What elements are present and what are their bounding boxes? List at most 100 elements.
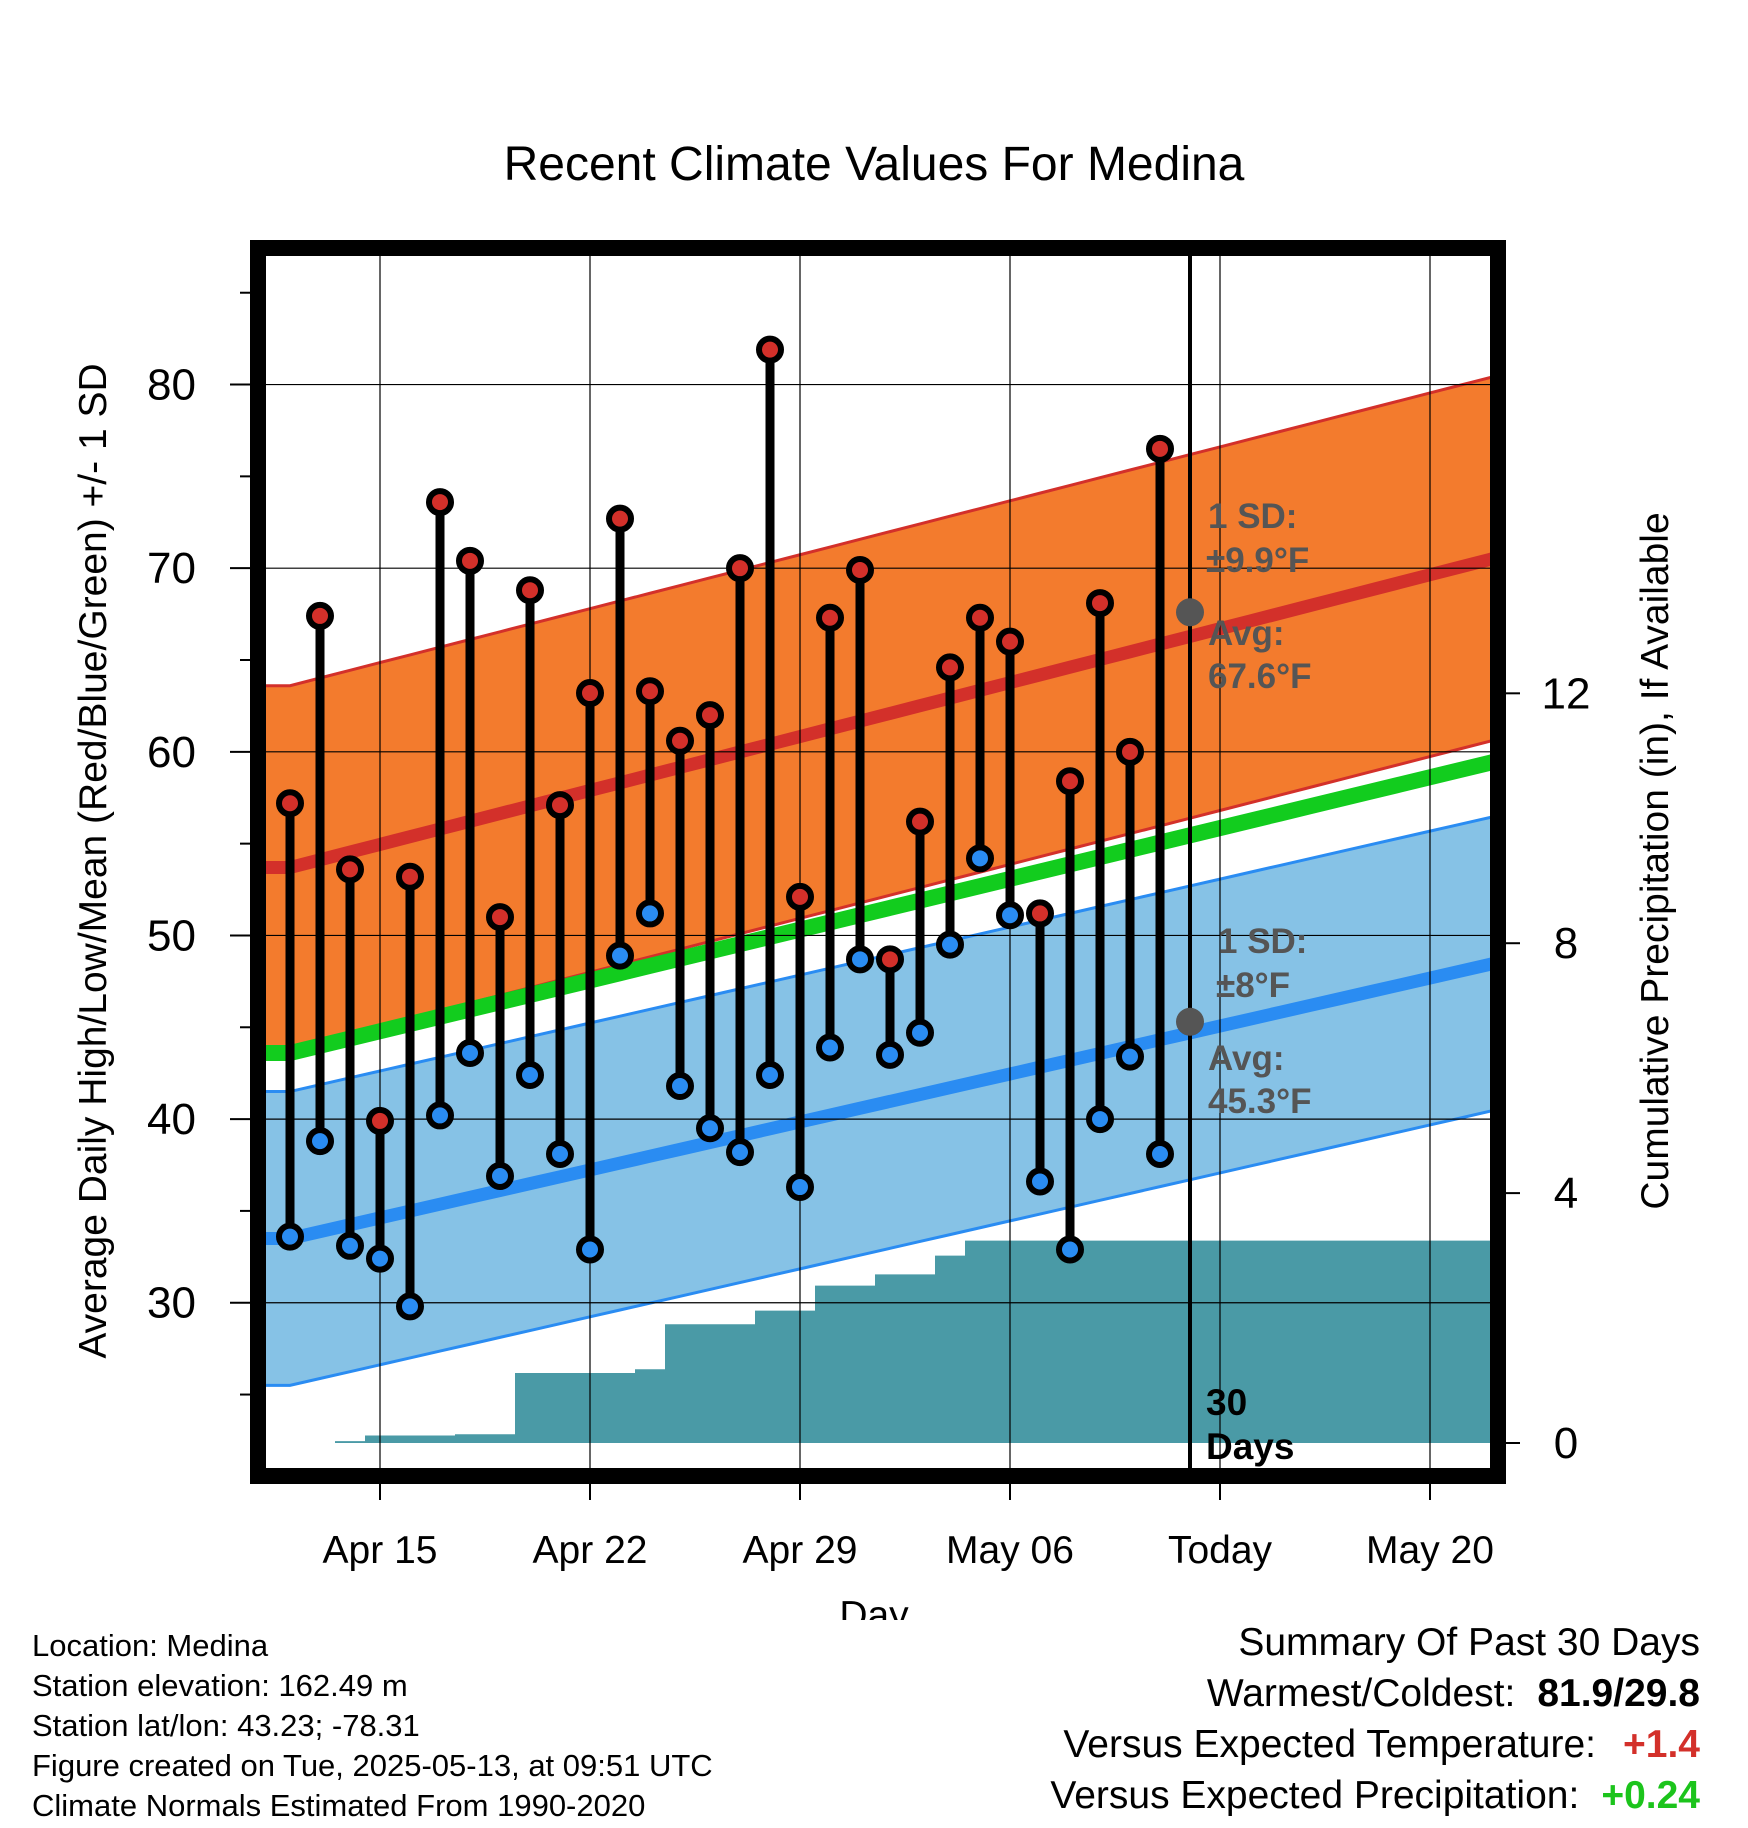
daily-high-point	[426, 488, 454, 517]
summary-temperature: Versus Expected Temperature: +1.4	[1050, 1719, 1700, 1770]
daily-high-point	[366, 1106, 394, 1135]
daily-low-point	[396, 1292, 424, 1321]
high-sd-label: 1 SD:	[1208, 497, 1297, 536]
daily-low-point	[276, 1222, 304, 1251]
daily-high-point	[966, 603, 994, 632]
low-avg-today-point	[1176, 1007, 1204, 1036]
temp-anomaly-value: +1.4	[1623, 1723, 1700, 1766]
low-avg-label: Avg:	[1208, 1039, 1284, 1078]
warmest-coldest-label: Warmest/Coldest:	[1206, 1672, 1516, 1715]
temp-anomaly-label: Versus Expected Temperature:	[1063, 1723, 1596, 1766]
high-avg-label: Avg:	[1208, 614, 1284, 653]
y-tick-label: 60	[147, 728, 196, 777]
daily-low-point	[756, 1061, 784, 1090]
normals-text: Climate Normals Estimated From 1990-2020	[32, 1788, 646, 1823]
daily-low-point	[1116, 1042, 1144, 1071]
y-tick-label: 80	[147, 361, 196, 410]
daily-low-point	[1056, 1235, 1084, 1264]
latlon-text: Station lat/lon: 43.23; -78.31	[32, 1708, 420, 1743]
chart-title: Recent Climate Values For Medina	[504, 138, 1245, 191]
x-tick-label: Apr 22	[533, 1529, 648, 1572]
daily-high-point	[756, 335, 784, 364]
daily-high-point	[486, 903, 514, 932]
daily-low-point	[336, 1231, 364, 1260]
high-avg-today-point	[1176, 598, 1204, 627]
x-tick-label: Apr 15	[323, 1529, 438, 1572]
station-info: Location: Medina Station elevation: 162.…	[32, 1626, 713, 1826]
x-tick-label: Apr 29	[743, 1529, 858, 1572]
daily-low-point	[696, 1114, 724, 1143]
y-tick-label: 70	[147, 544, 196, 593]
climate-chart: Recent Climate Values For Medina 30 40 50 6…	[72, 138, 1677, 1620]
daily-high-point	[996, 627, 1024, 656]
low-sd-lower-line	[266, 1102, 1490, 1387]
daily-low-point	[936, 930, 964, 959]
daily-high-point	[516, 576, 544, 605]
daily-low-point	[576, 1235, 604, 1264]
daily-low-point	[1026, 1167, 1054, 1196]
daily-high-point	[636, 677, 664, 706]
y2-tick-label: 0	[1554, 1419, 1578, 1468]
daily-low-point	[966, 844, 994, 873]
precip-area	[266, 1240, 1490, 1444]
mean-normal-line	[266, 747, 1490, 1061]
low-avg-value: 45.3°F	[1208, 1082, 1312, 1121]
daily-high-point	[696, 701, 724, 730]
location-text: Location: Medina	[32, 1628, 269, 1663]
y-tick-label: 40	[147, 1095, 196, 1144]
daily-high-point	[786, 882, 814, 911]
daily-high-point	[816, 603, 844, 632]
daily-low-point	[846, 945, 874, 974]
low-sd-value: ±8°F	[1216, 966, 1290, 1005]
y2-axis-label: Cumulative Precipitation (in), If Availa…	[1634, 512, 1677, 1209]
x-tick-label: May 20	[1366, 1529, 1494, 1572]
daily-high-point	[276, 789, 304, 818]
x-tick-label: May 06	[946, 1529, 1074, 1572]
precip-anomaly-value: +0.24	[1601, 1774, 1700, 1817]
summary-warmest-coldest: Warmest/Coldest: 81.9/29.8	[1050, 1668, 1700, 1719]
x-axis-label: Day	[839, 1594, 909, 1620]
high-normal-line	[266, 545, 1490, 875]
daily-high-point	[1086, 589, 1114, 618]
daily-low-point	[546, 1139, 574, 1168]
daily-high-point	[1116, 737, 1144, 766]
daily-high-point	[456, 546, 484, 575]
daily-low-point	[366, 1244, 394, 1273]
summary-panel: Summary Of Past 30 Days Warmest/Coldest:…	[1050, 1617, 1700, 1821]
daily-high-point	[876, 945, 904, 974]
daily-low-point	[516, 1061, 544, 1090]
elevation-text: Station elevation: 162.49 m	[32, 1668, 408, 1703]
y-tick-label: 50	[147, 911, 196, 960]
daily-high-point	[936, 653, 964, 682]
daily-low-point	[876, 1040, 904, 1069]
daily-low-point	[606, 941, 634, 970]
daily-high-point	[906, 807, 934, 836]
plot-frame	[250, 240, 1506, 1484]
daily-low-point	[426, 1101, 454, 1130]
daily-high-point	[1026, 899, 1054, 928]
daily-high-point	[1056, 767, 1084, 796]
y-tick-label: 30	[147, 1279, 196, 1328]
daily-low-point	[996, 901, 1024, 930]
daily-high-point	[396, 862, 424, 891]
daily-low-point	[726, 1138, 754, 1167]
daily-low-point	[816, 1033, 844, 1062]
daily-high-point	[336, 855, 364, 884]
daily-low-point	[306, 1127, 334, 1156]
created-text: Figure created on Tue, 2025-05-13, at 09…	[32, 1748, 713, 1783]
daily-high-point	[1146, 434, 1174, 463]
daily-high-point	[726, 554, 754, 583]
high-sd-value: ±9.9°F	[1206, 541, 1309, 580]
daily-high-point	[846, 556, 874, 585]
summary-title: Summary Of Past 30 Days	[1238, 1621, 1700, 1664]
today-days-unit: Days	[1206, 1426, 1294, 1467]
daily-low-point	[486, 1162, 514, 1191]
y-axis-label: Average Daily High/Low/Mean (Red/Blue/Gr…	[72, 363, 115, 1358]
precip-anomaly-label: Versus Expected Precipitation:	[1050, 1774, 1580, 1817]
daily-high-point	[306, 601, 334, 630]
daily-high-point	[576, 679, 604, 708]
daily-high-point	[666, 726, 694, 755]
low-sd-label: 1 SD:	[1218, 922, 1307, 961]
x-tick-label: Today	[1168, 1529, 1273, 1572]
daily-low-point	[1146, 1139, 1174, 1168]
